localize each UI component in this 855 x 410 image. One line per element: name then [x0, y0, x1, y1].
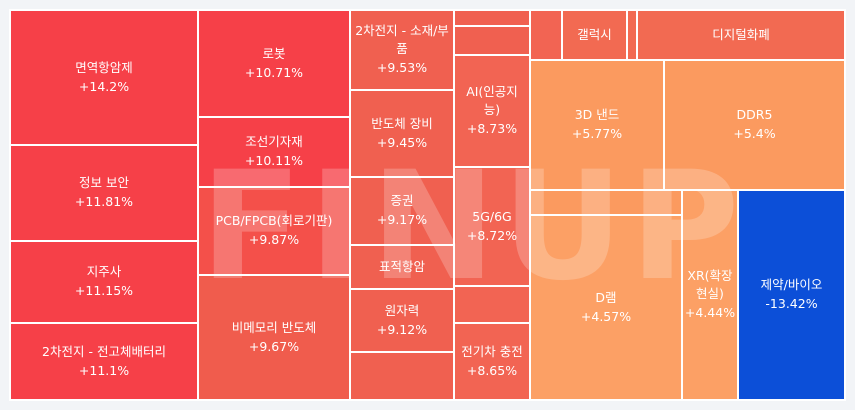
- tile-change: +4.57%: [580, 308, 632, 324]
- tile-change: +11.1%: [78, 362, 130, 378]
- tile-name: 증권: [390, 193, 414, 208]
- tile-name: 표적항암: [378, 259, 425, 274]
- tile-targeted-therapy[interactable]: 표적항암: [349, 244, 455, 290]
- tile-change: +11.15%: [74, 283, 134, 298]
- tile-name: 조선기자재: [245, 134, 303, 149]
- tile-change: +9.45%: [376, 134, 428, 150]
- tile-name: 제약/바이오: [760, 277, 823, 292]
- tile-ev-charging[interactable]: 전기차 충전 +8.65%: [453, 322, 531, 401]
- tile-immuno-oncology[interactable]: 면역항암제 +14.2%: [9, 9, 199, 146]
- tile-name: 지주사: [86, 264, 122, 279]
- tile-change: +9.67%: [248, 338, 300, 354]
- tile-change: +10.71%: [244, 64, 304, 80]
- tile-unlabeled[interactable]: [453, 25, 531, 56]
- tile-name: 2차전지 - 소재/부품: [355, 23, 449, 56]
- tile-change: +9.53%: [376, 60, 428, 75]
- tile-name: 디지털화폐: [712, 27, 770, 42]
- tile-change: +4.44%: [684, 305, 736, 320]
- tile-ddr5[interactable]: DDR5 +5.4%: [663, 59, 846, 191]
- tile-change: +9.12%: [376, 321, 428, 337]
- tile-non-memory[interactable]: 비메모리 반도체 +9.67%: [197, 274, 351, 401]
- tile-name: XR(확장현실): [687, 268, 733, 301]
- tile-solid-state-battery[interactable]: 2차전지 - 전고체배터리 +11.1%: [9, 322, 199, 401]
- tile-change: -13.42%: [765, 296, 818, 311]
- tile-name: 3D 낸드: [574, 107, 620, 122]
- tile-change: +5.4%: [733, 126, 776, 141]
- tile-name: 비메모리 반도체: [231, 319, 317, 335]
- tile-name: 갤럭시: [577, 27, 612, 42]
- tile-unlabeled[interactable]: [349, 351, 455, 401]
- tile-change: +8.73%: [466, 121, 518, 136]
- tile-5g-6g[interactable]: 5G/6G +8.72%: [453, 166, 531, 287]
- tile-name: 로봇: [262, 45, 286, 61]
- tile-name: 정보 보안: [79, 175, 129, 190]
- tile-pharma-bio[interactable]: 제약/바이오 -13.42%: [737, 189, 846, 401]
- tile-name: DDR5: [736, 107, 773, 122]
- tile-info-security[interactable]: 정보 보안 +11.81%: [9, 144, 199, 242]
- tile-shipbuilding-equipment[interactable]: 조선기자재 +10.11%: [197, 116, 351, 188]
- tile-name: 반도체 장비: [371, 115, 433, 131]
- tile-change: +5.77%: [571, 126, 623, 141]
- tile-dram[interactable]: D램 +4.57%: [529, 214, 683, 401]
- tile-name: 전기차 충전: [461, 343, 523, 359]
- tile-change: +9.17%: [376, 212, 428, 227]
- tile-ai[interactable]: AI(인공지능) +8.73%: [453, 54, 531, 168]
- tile-name: PCB/FPCB(회로기판): [215, 213, 333, 228]
- tile-name: AI(인공지능): [466, 84, 518, 117]
- tile-3d-nand[interactable]: 3D 낸드 +5.77%: [529, 59, 665, 191]
- tile-name: 2차전지 - 전고체배터리: [42, 343, 166, 359]
- tile-battery-materials[interactable]: 2차전지 - 소재/부품 +9.53%: [349, 9, 455, 91]
- tile-holding-company[interactable]: 지주사 +11.15%: [9, 240, 199, 324]
- tile-nuclear[interactable]: 원자력 +9.12%: [349, 288, 455, 353]
- tile-semiconductor-equipment[interactable]: 반도체 장비 +9.45%: [349, 89, 455, 178]
- tile-name: 면역항암제: [75, 59, 133, 75]
- tile-digital-currency[interactable]: 디지털화폐: [636, 9, 846, 61]
- tile-robot[interactable]: 로봇 +10.71%: [197, 9, 351, 118]
- tile-change: +14.2%: [78, 78, 130, 94]
- tile-change: +8.65%: [466, 362, 518, 378]
- tile-securities[interactable]: 증권 +9.17%: [349, 176, 455, 246]
- tile-pcb[interactable]: PCB/FPCB(회로기판) +9.87%: [197, 186, 351, 276]
- tile-change: +8.72%: [466, 227, 518, 243]
- tile-name: 원자력: [384, 302, 420, 318]
- tile-unlabeled[interactable]: [529, 189, 683, 216]
- tile-galaxy[interactable]: 갤럭시: [561, 9, 628, 61]
- tile-change: +10.11%: [244, 153, 304, 168]
- tile-unlabeled[interactable]: [529, 9, 563, 61]
- tile-change: +11.81%: [74, 194, 134, 209]
- tile-name: 5G/6G: [472, 208, 512, 224]
- tile-change: +9.87%: [248, 232, 300, 247]
- tile-unlabeled[interactable]: [453, 285, 531, 324]
- tile-xr[interactable]: XR(확장현실) +4.44%: [681, 189, 739, 401]
- tile-name: D램: [595, 289, 617, 305]
